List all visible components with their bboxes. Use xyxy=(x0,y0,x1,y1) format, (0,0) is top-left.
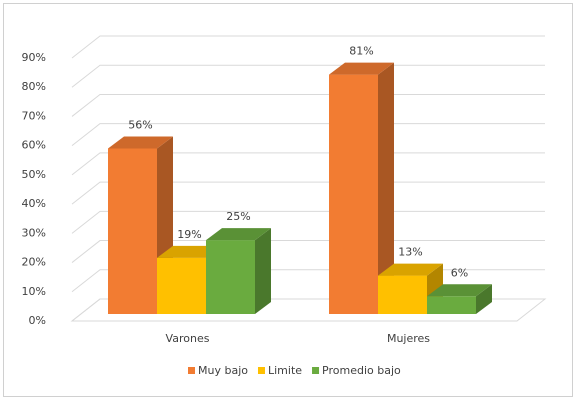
y-tick-label: 0% xyxy=(29,314,46,327)
legend-label: Limite xyxy=(268,364,302,377)
x-tick-label: Mujeres xyxy=(387,332,430,345)
data-label: 13% xyxy=(398,246,422,259)
y-tick-label: 50% xyxy=(22,168,46,181)
legend-swatch xyxy=(257,367,265,374)
legend-swatch xyxy=(188,367,195,374)
bar-top xyxy=(157,245,222,258)
bar-top xyxy=(108,136,173,149)
y-tick-label: 40% xyxy=(22,197,46,210)
grid-line xyxy=(71,123,545,147)
bar-top xyxy=(206,228,271,241)
data-label: 56% xyxy=(128,118,152,131)
bar-top xyxy=(427,284,492,297)
y-tick-label: 30% xyxy=(22,226,46,239)
data-label: 25% xyxy=(226,210,250,223)
bar-side xyxy=(476,284,492,314)
grid-line xyxy=(71,152,545,176)
bar xyxy=(427,296,476,314)
bar-side xyxy=(255,228,271,314)
grid-line xyxy=(71,35,545,59)
bar-top xyxy=(378,263,443,276)
y-tick-label: 90% xyxy=(22,51,46,64)
y-tick-label: 10% xyxy=(22,285,46,298)
legend-swatch xyxy=(312,367,320,374)
grid-line xyxy=(71,93,545,117)
grid-line xyxy=(71,240,545,263)
x-tick-label: Varones xyxy=(166,332,210,345)
data-label: 81% xyxy=(349,45,373,58)
bar-top xyxy=(329,62,394,75)
y-tick-label: 70% xyxy=(22,109,46,122)
chart-border xyxy=(3,3,573,397)
bar xyxy=(157,257,206,314)
y-tick-label: 60% xyxy=(22,139,46,152)
bar xyxy=(378,275,427,314)
y-tick-label: 80% xyxy=(22,80,46,93)
legend-label: Promedio bajo xyxy=(322,364,401,377)
data-label: 19% xyxy=(177,228,201,241)
grid-line xyxy=(71,64,545,88)
bar xyxy=(206,240,255,314)
y-tick-label: 20% xyxy=(22,256,46,269)
floor xyxy=(70,298,547,322)
bar-side xyxy=(378,62,394,314)
bar xyxy=(329,74,378,314)
bar xyxy=(108,148,157,314)
legend-label: Muy bajo xyxy=(198,364,248,377)
grid-line xyxy=(71,181,545,205)
data-label: 6% xyxy=(451,266,468,279)
grid-line xyxy=(71,210,545,234)
